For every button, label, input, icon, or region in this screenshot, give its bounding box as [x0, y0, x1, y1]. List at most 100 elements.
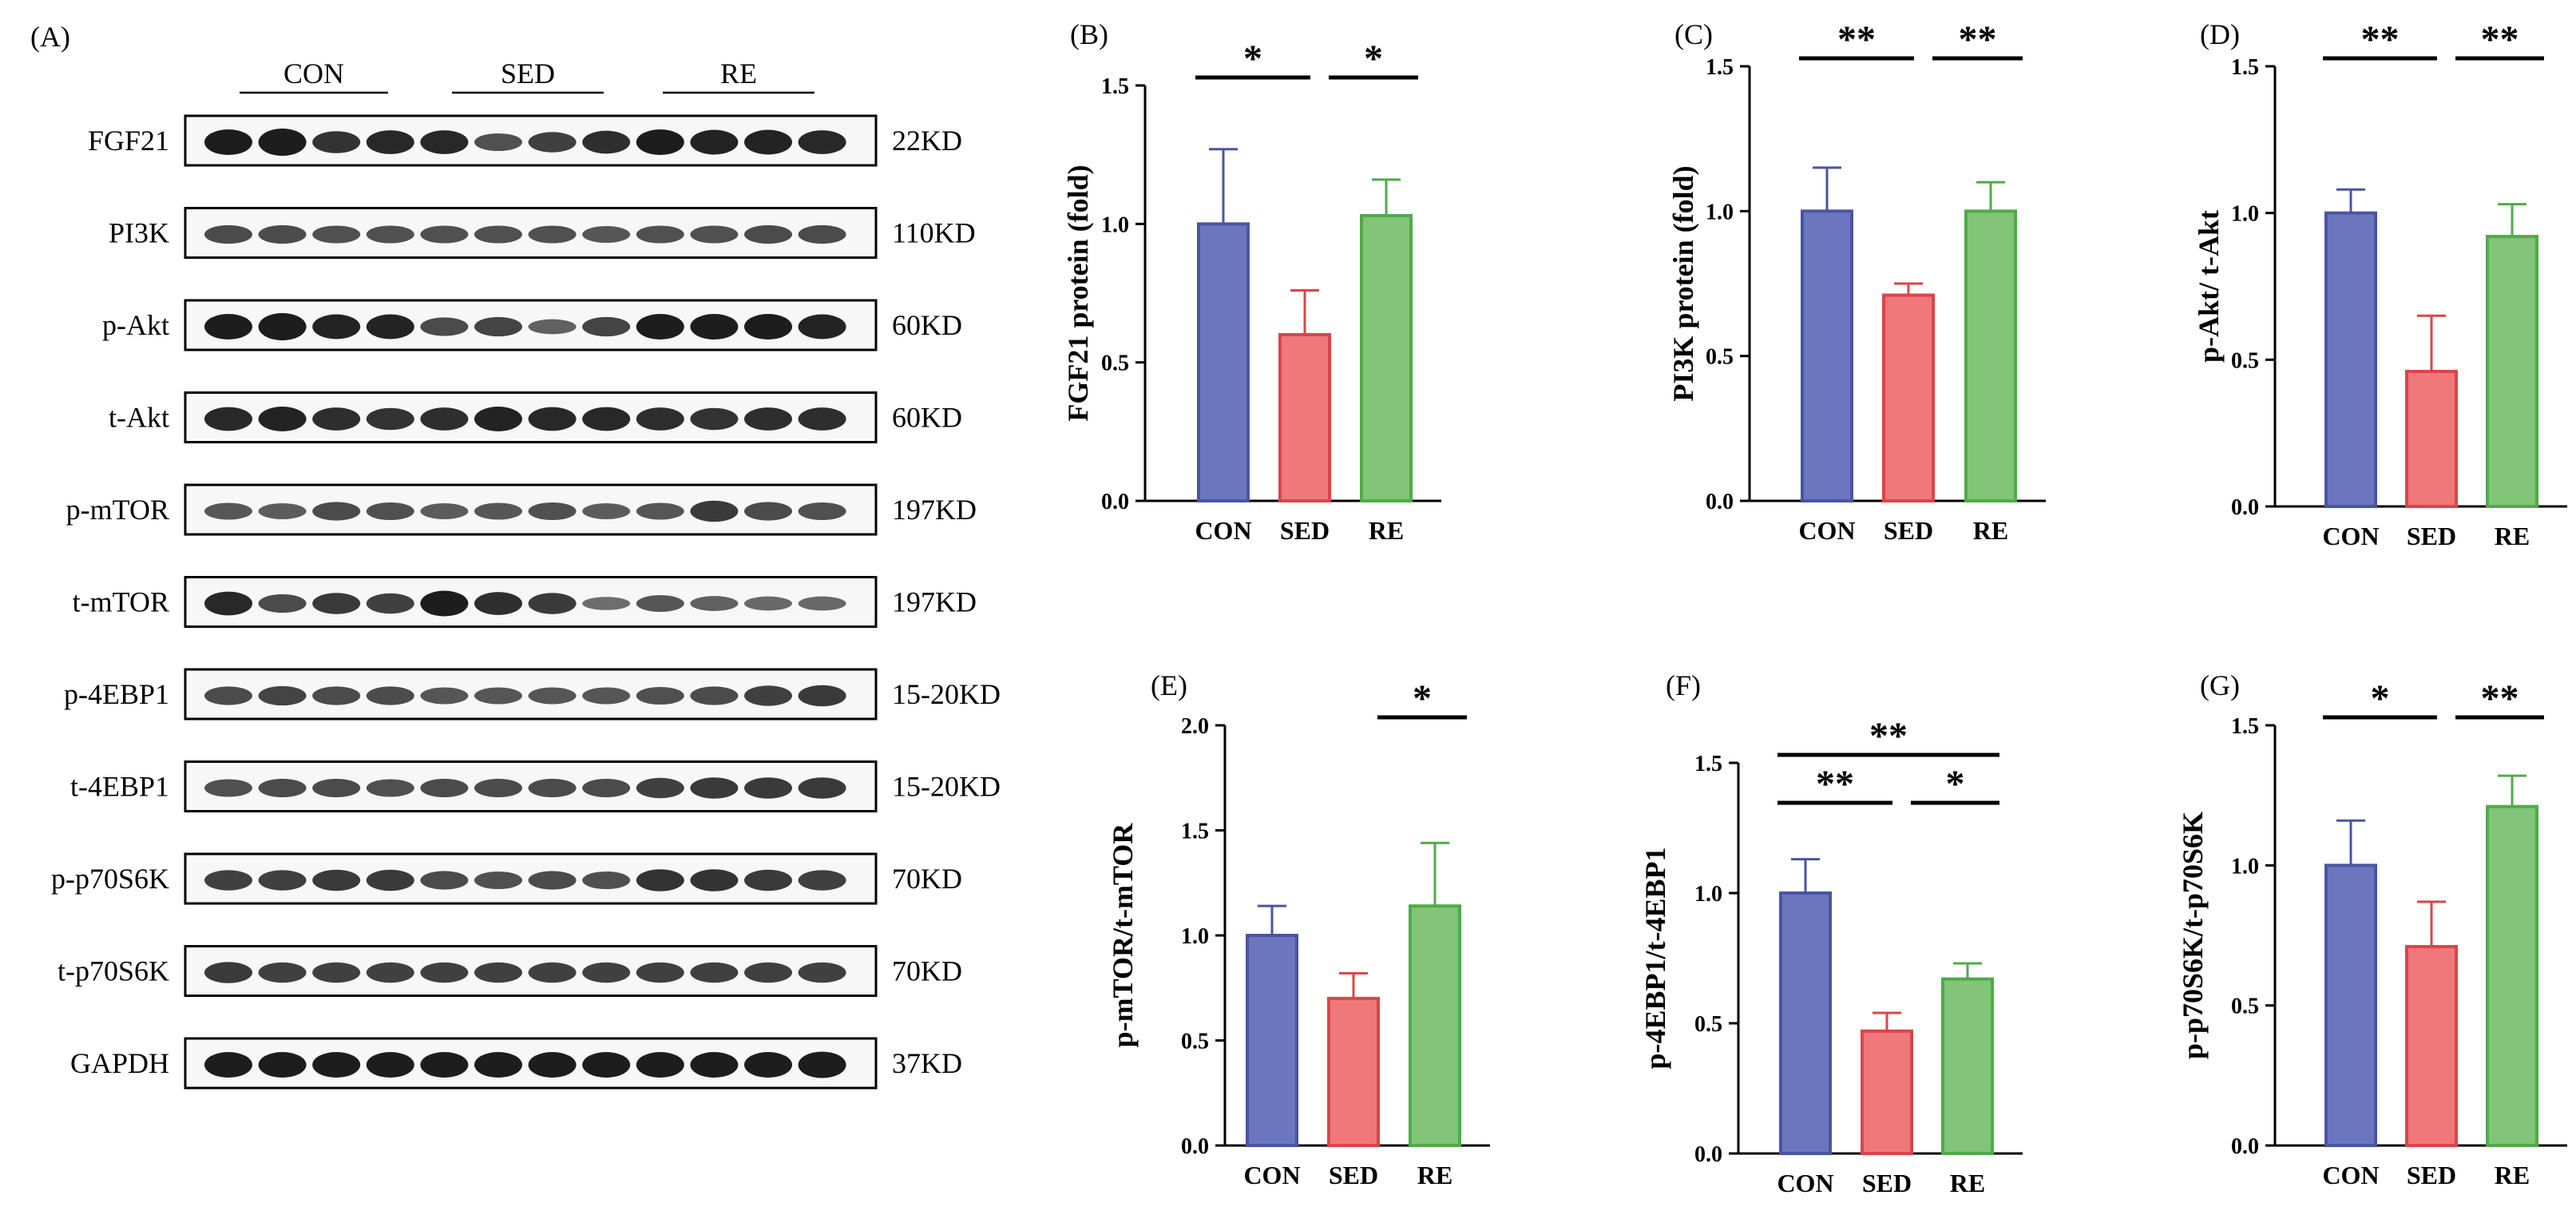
blot-band — [528, 962, 577, 983]
blot-protein-label-p-akt: p-Akt — [102, 309, 169, 341]
y-tick-label: 1.5 — [1181, 820, 1209, 844]
blot-band — [204, 502, 252, 520]
blot-band — [420, 687, 469, 705]
blot-band — [474, 502, 522, 520]
blot-band — [258, 594, 307, 613]
bar-con — [2324, 211, 2377, 508]
bar-re — [1360, 213, 1413, 502]
blot-band — [744, 1052, 792, 1078]
blot-band — [636, 1052, 684, 1078]
bar-con — [2324, 864, 2377, 1148]
significance-label: ** — [1959, 18, 1997, 61]
significance-label: ** — [1837, 18, 1876, 61]
blot-band — [312, 962, 361, 983]
y-tick-label: 1.0 — [1181, 924, 1209, 949]
significance-label: * — [1243, 38, 1262, 80]
blot-band — [636, 962, 684, 983]
blot-kd-label-fgf21: 22KD — [892, 125, 962, 157]
blot-band — [528, 319, 577, 335]
blot-band — [744, 314, 792, 339]
blot-band — [528, 1052, 577, 1078]
blot-band — [204, 407, 252, 431]
y-tick-label: 1.5 — [1101, 74, 1129, 99]
x-category-label-re: RE — [1950, 1169, 1985, 1197]
blot-band — [312, 778, 361, 798]
blot-band — [312, 225, 361, 244]
y-tick-label: 1.0 — [1694, 882, 1722, 907]
blot-group-label-sed: SED — [501, 58, 555, 89]
y-tick-label: 0.0 — [1694, 1142, 1722, 1167]
y-axis-title: p-Akt/ t-Akt — [2193, 210, 2225, 363]
blot-band — [258, 503, 307, 519]
blot-band — [744, 777, 792, 799]
blot-band — [420, 871, 469, 890]
blot-band — [420, 778, 469, 798]
blot-group-label-con: CON — [283, 58, 344, 89]
y-tick-label: 0.0 — [2231, 1134, 2259, 1159]
blot-kd-label-t-4ebp1: 15-20KD — [892, 771, 1001, 803]
blot-band — [528, 778, 577, 798]
bar-re — [2486, 804, 2538, 1148]
panel-label: (C) — [1674, 18, 1713, 50]
blot-band — [420, 225, 469, 244]
bar-re — [2486, 235, 2538, 508]
y-axis-title: p-mTOR/t-mTOR — [1107, 823, 1139, 1048]
x-category-label-con: CON — [2322, 522, 2379, 550]
y-tick-label: 0.5 — [1706, 345, 1734, 370]
y-tick-label: 0.5 — [2231, 348, 2259, 373]
blot-band — [366, 593, 414, 614]
blot-band — [582, 1052, 631, 1078]
y-tick-label: 0.5 — [1694, 1012, 1722, 1037]
blot-band — [744, 869, 792, 891]
panel-label: (G) — [2200, 669, 2240, 701]
blot-protein-label-t-mtor: t-mTOR — [73, 586, 169, 618]
blot-band — [366, 407, 414, 431]
blot-band — [744, 962, 792, 983]
y-tick-label: 1.0 — [1706, 200, 1734, 224]
blot-band — [798, 962, 846, 983]
blot-band — [528, 132, 577, 153]
x-category-label-sed: SED — [1862, 1169, 1912, 1197]
blot-band — [474, 133, 522, 152]
significance-label: * — [1946, 763, 1965, 805]
blot-band — [420, 503, 469, 519]
blot-band — [744, 685, 792, 706]
y-tick-label: 1.5 — [1706, 55, 1734, 80]
blot-band — [474, 962, 522, 983]
blot-band — [744, 502, 792, 521]
blot-band — [528, 687, 577, 705]
blot-protein-label-p-4ebp1: p-4EBP1 — [64, 678, 169, 710]
y-axis-title: PI3K protein (fold) — [1667, 165, 1699, 401]
blot-band — [420, 130, 469, 154]
blot-band — [204, 591, 252, 616]
blot-band — [798, 224, 846, 244]
blot-band — [798, 314, 846, 339]
blot-band — [582, 226, 631, 243]
blot-band — [582, 503, 631, 519]
x-category-label-sed: SED — [2407, 522, 2456, 550]
blot-band — [690, 777, 739, 799]
blot-band — [690, 962, 739, 983]
western-blot-panel: (A) CON SED RE FGF21 22KD PI3K 110KD p-Akt 60KD t… — [30, 21, 1001, 1090]
x-category-label-re: RE — [1417, 1161, 1452, 1189]
blot-band — [636, 314, 684, 339]
bar-con — [1779, 891, 1832, 1155]
blot-band — [474, 225, 522, 244]
bar-sed — [1861, 1029, 1913, 1156]
blot-kd-label-p-mtor: 197KD — [892, 494, 977, 526]
x-category-label-con: CON — [1777, 1169, 1833, 1197]
y-tick-label: 0.5 — [1101, 351, 1129, 376]
chart-b: (B) 0.0 0.5 1.0 1.5 FGF21 protein (fold) CON SE… — [1062, 18, 1441, 545]
blot-protein-label-t-akt: t-Akt — [109, 402, 169, 434]
blot-band — [582, 597, 631, 610]
blot-band — [798, 407, 846, 431]
x-category-label-con: CON — [2322, 1161, 2379, 1189]
blot-band — [528, 593, 577, 614]
significance-label: ** — [1816, 763, 1854, 805]
significance-label: ** — [2481, 18, 2519, 61]
blot-band — [744, 596, 792, 611]
panel-label-a: (A) — [30, 21, 70, 53]
bar-re — [1941, 977, 1994, 1155]
y-axis-title: FGF21 protein (fold) — [1062, 165, 1094, 421]
